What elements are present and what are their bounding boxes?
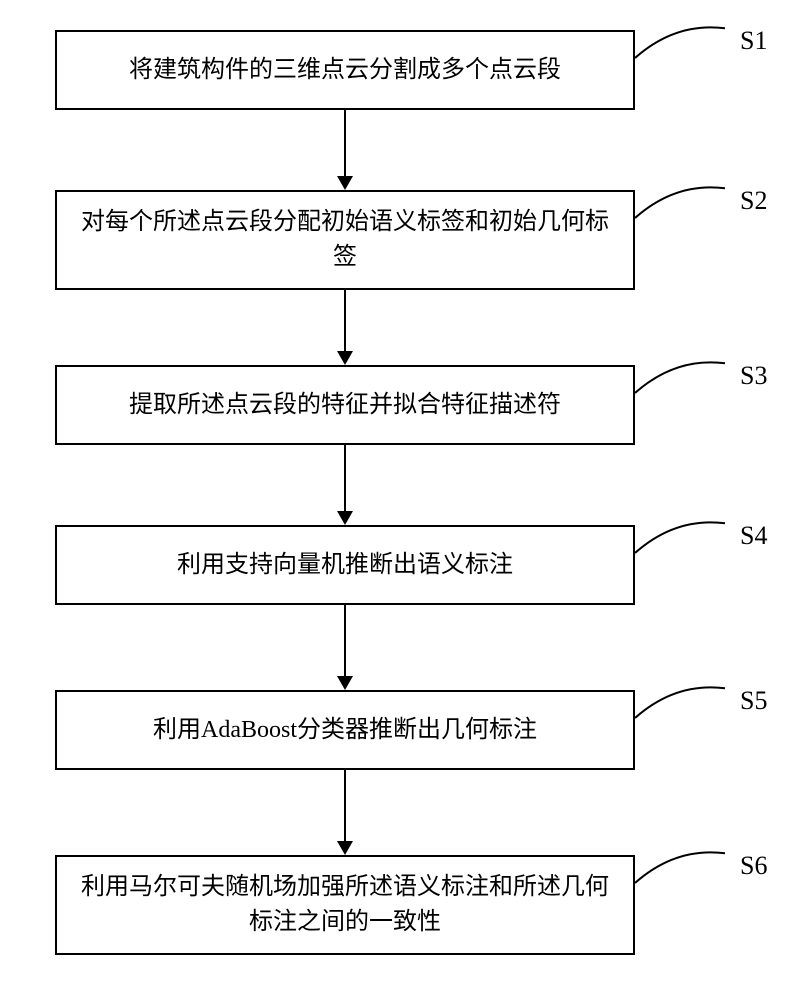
- step-label-s5: S5: [740, 686, 767, 716]
- step-text-s1: 将建筑构件的三维点云分割成多个点云段: [129, 53, 561, 88]
- arrow-head-s3-s4: [337, 511, 353, 525]
- step-label-s4: S4: [740, 521, 767, 551]
- step-label-s6: S6: [740, 851, 767, 881]
- callout-curve-s6: [635, 847, 729, 889]
- callout-curve-s4: [635, 517, 729, 559]
- step-box-s5: 利用AdaBoost分类器推断出几何标注: [55, 690, 635, 770]
- arrow-line-s2-s3: [344, 290, 346, 351]
- step-text-s3: 提取所述点云段的特征并拟合特征描述符: [129, 388, 561, 423]
- callout-curve-s3: [635, 357, 729, 399]
- callout-curve-s5: [635, 682, 729, 724]
- step-box-s2: 对每个所述点云段分配初始语义标签和初始几何标签: [55, 190, 635, 290]
- step-label-s2: S2: [740, 186, 767, 216]
- step-text-s5: 利用AdaBoost分类器推断出几何标注: [153, 713, 537, 748]
- callout-curve-s2: [635, 182, 729, 224]
- step-box-s1: 将建筑构件的三维点云分割成多个点云段: [55, 30, 635, 110]
- step-label-s1: S1: [740, 26, 767, 56]
- arrow-line-s4-s5: [344, 605, 346, 676]
- arrow-line-s5-s6: [344, 770, 346, 841]
- arrow-head-s4-s5: [337, 676, 353, 690]
- step-label-s3: S3: [740, 361, 767, 391]
- arrow-head-s2-s3: [337, 351, 353, 365]
- step-text-s2: 对每个所述点云段分配初始语义标签和初始几何标签: [77, 205, 613, 275]
- arrow-line-s1-s2: [344, 110, 346, 176]
- callout-curve-s1: [635, 22, 729, 64]
- step-text-s6: 利用马尔可夫随机场加强所述语义标注和所述几何标注之间的一致性: [77, 870, 613, 940]
- arrow-head-s5-s6: [337, 841, 353, 855]
- step-box-s3: 提取所述点云段的特征并拟合特征描述符: [55, 365, 635, 445]
- arrow-line-s3-s4: [344, 445, 346, 511]
- step-text-s4: 利用支持向量机推断出语义标注: [177, 548, 513, 583]
- step-box-s4: 利用支持向量机推断出语义标注: [55, 525, 635, 605]
- step-box-s6: 利用马尔可夫随机场加强所述语义标注和所述几何标注之间的一致性: [55, 855, 635, 955]
- flowchart-canvas: 将建筑构件的三维点云分割成多个点云段 S1 对每个所述点云段分配初始语义标签和初始几…: [0, 0, 804, 1000]
- arrow-head-s1-s2: [337, 176, 353, 190]
